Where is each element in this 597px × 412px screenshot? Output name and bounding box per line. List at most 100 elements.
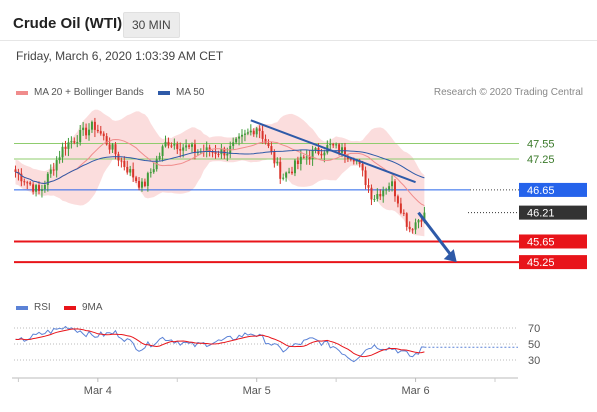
- level-tag-text-45.65: 45.65: [527, 236, 555, 248]
- candle-body: [323, 152, 326, 156]
- candle-body: [249, 130, 252, 133]
- candle-body: [111, 144, 114, 150]
- candle-body: [64, 146, 67, 149]
- candle-body: [152, 169, 155, 173]
- candle-body: [40, 189, 43, 191]
- x-tick-label: Mar 6: [402, 385, 430, 397]
- candle-body: [264, 138, 267, 144]
- candle-body: [164, 141, 167, 147]
- candle-body: [293, 160, 296, 174]
- legend-ma20-label: MA 20 + Bollinger Bands: [34, 87, 144, 98]
- level-tag-46.65: [519, 182, 587, 197]
- level-label-47.55: 47.55: [527, 139, 555, 151]
- candle-body: [43, 185, 46, 190]
- candle-body: [167, 141, 170, 146]
- candle-body: [408, 226, 411, 230]
- level-tag-text-45.25: 45.25: [527, 257, 555, 269]
- candle-body: [385, 189, 388, 191]
- candle-body: [35, 185, 38, 192]
- candle-body: [405, 213, 408, 227]
- legend-rsi-label: RSI: [34, 302, 51, 313]
- candle-body: [308, 156, 311, 160]
- candle-body: [185, 145, 188, 148]
- x-tick-label: Mar 5: [243, 385, 271, 397]
- candle-body: [190, 144, 193, 147]
- research-credit: Research © 2020 Trading Central: [433, 87, 583, 98]
- candle-body: [82, 127, 85, 131]
- candle-body: [414, 222, 417, 230]
- candle-body: [393, 181, 396, 197]
- candle-body: [243, 133, 246, 135]
- candle-body: [367, 185, 370, 188]
- timeframe-badge[interactable]: 30 MIN: [123, 12, 180, 38]
- candle-body: [232, 142, 235, 146]
- candle-body: [238, 136, 241, 139]
- candle-body: [73, 141, 76, 143]
- candle-body: [182, 147, 185, 151]
- candle-body: [349, 158, 352, 160]
- candle-body: [332, 143, 335, 146]
- candle-body: [235, 138, 238, 143]
- candle-body: [291, 171, 294, 174]
- candle-body: [373, 198, 376, 200]
- legend-rsi-swatch: [16, 305, 28, 310]
- legend-9ma-swatch: [64, 305, 76, 310]
- candle-body: [285, 172, 288, 178]
- candle-body: [279, 161, 282, 179]
- level-label-47.25: 47.25: [527, 154, 555, 166]
- candle-body: [391, 181, 394, 187]
- ma20-line: [15, 138, 425, 207]
- candle-body: [423, 212, 426, 222]
- candle-body: [90, 121, 93, 130]
- candle-body: [129, 169, 132, 173]
- candle-body: [188, 145, 191, 147]
- candle-body: [352, 159, 355, 162]
- candle-body: [282, 177, 285, 179]
- legend-ma50-label: MA 50: [176, 87, 205, 98]
- candle-body: [341, 147, 344, 153]
- candle-body: [399, 203, 402, 213]
- candle-body: [179, 149, 182, 151]
- candle-body: [361, 163, 364, 171]
- candle-body: [135, 177, 138, 182]
- candle-body: [70, 141, 73, 143]
- candle-body: [252, 130, 255, 135]
- candle-body: [99, 131, 102, 134]
- candle-body: [55, 160, 58, 171]
- projection-arrow-head: [443, 249, 457, 263]
- candle-body: [173, 144, 176, 146]
- candle-body: [376, 194, 379, 199]
- trendline: [250, 119, 416, 184]
- candle-body: [23, 181, 26, 183]
- legend-ma20-swatch: [16, 90, 28, 95]
- candle-body: [138, 181, 141, 188]
- instrument-title: Crude Oil (WTI): [13, 15, 123, 32]
- level-tag-45.25: [519, 255, 587, 270]
- candle-body: [305, 156, 308, 158]
- candle-body: [38, 185, 41, 191]
- candle-body: [299, 156, 302, 165]
- candle-body: [61, 146, 64, 158]
- candle-body: [338, 144, 341, 153]
- level-tag-46.21: [519, 205, 587, 220]
- candle-body: [241, 134, 243, 137]
- candle-body: [396, 196, 399, 204]
- candle-body: [335, 144, 338, 146]
- legend-rsi: RSI: [16, 302, 51, 313]
- header-divider: [0, 40, 597, 41]
- candle-body: [214, 151, 217, 154]
- candle-body: [96, 129, 99, 132]
- candle-body: [246, 132, 249, 134]
- candle-body: [379, 194, 382, 197]
- candle-body: [120, 160, 123, 162]
- candle-body: [79, 130, 82, 143]
- candle-body: [370, 187, 373, 200]
- rsi-level-label-50: 50: [528, 339, 540, 351]
- candle-body: [193, 144, 196, 153]
- candle-body: [261, 131, 264, 139]
- candle-body: [58, 157, 61, 161]
- level-tag-text-46.21: 46.21: [527, 208, 555, 220]
- candle-body: [226, 153, 229, 156]
- candle-body: [67, 142, 70, 149]
